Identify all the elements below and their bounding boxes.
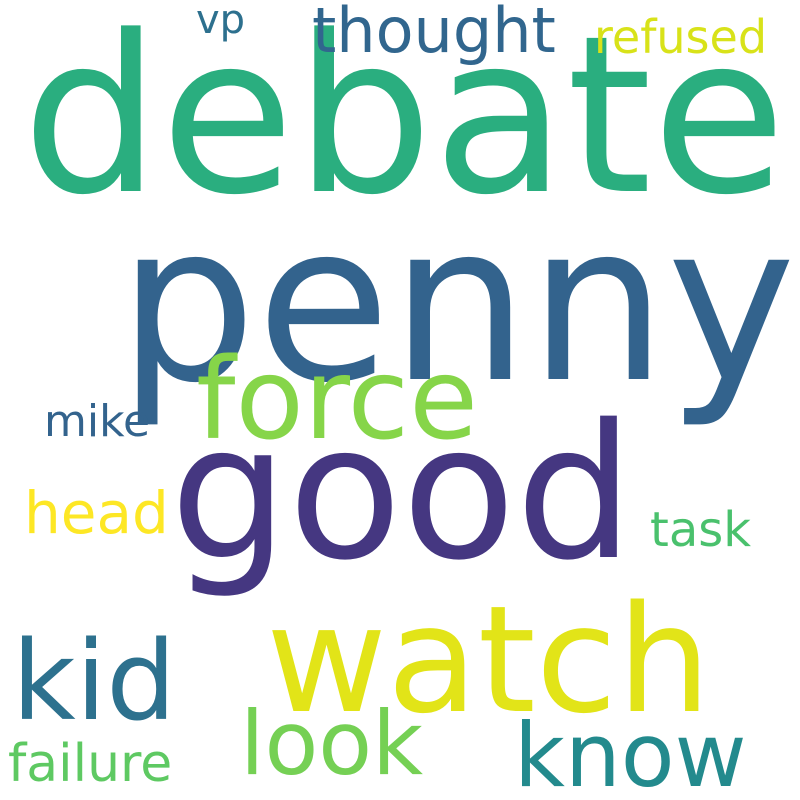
word-thought: thought <box>312 0 556 67</box>
word-debate: debate <box>22 0 787 243</box>
word-force: force <box>196 335 479 465</box>
word-look: look <box>240 692 424 795</box>
word-know: know <box>514 704 747 800</box>
word-good: good <box>170 384 634 601</box>
word-failure: failure <box>8 734 173 794</box>
word-head: head <box>24 479 169 547</box>
word-penny: penny <box>118 178 796 431</box>
word-mike: mike <box>44 396 151 447</box>
word-task: task <box>650 502 752 558</box>
word-refused: refused <box>594 10 768 64</box>
word-vp: vp <box>196 0 246 43</box>
word-watch: watch <box>266 574 711 746</box>
word-kid: kid <box>12 617 177 745</box>
